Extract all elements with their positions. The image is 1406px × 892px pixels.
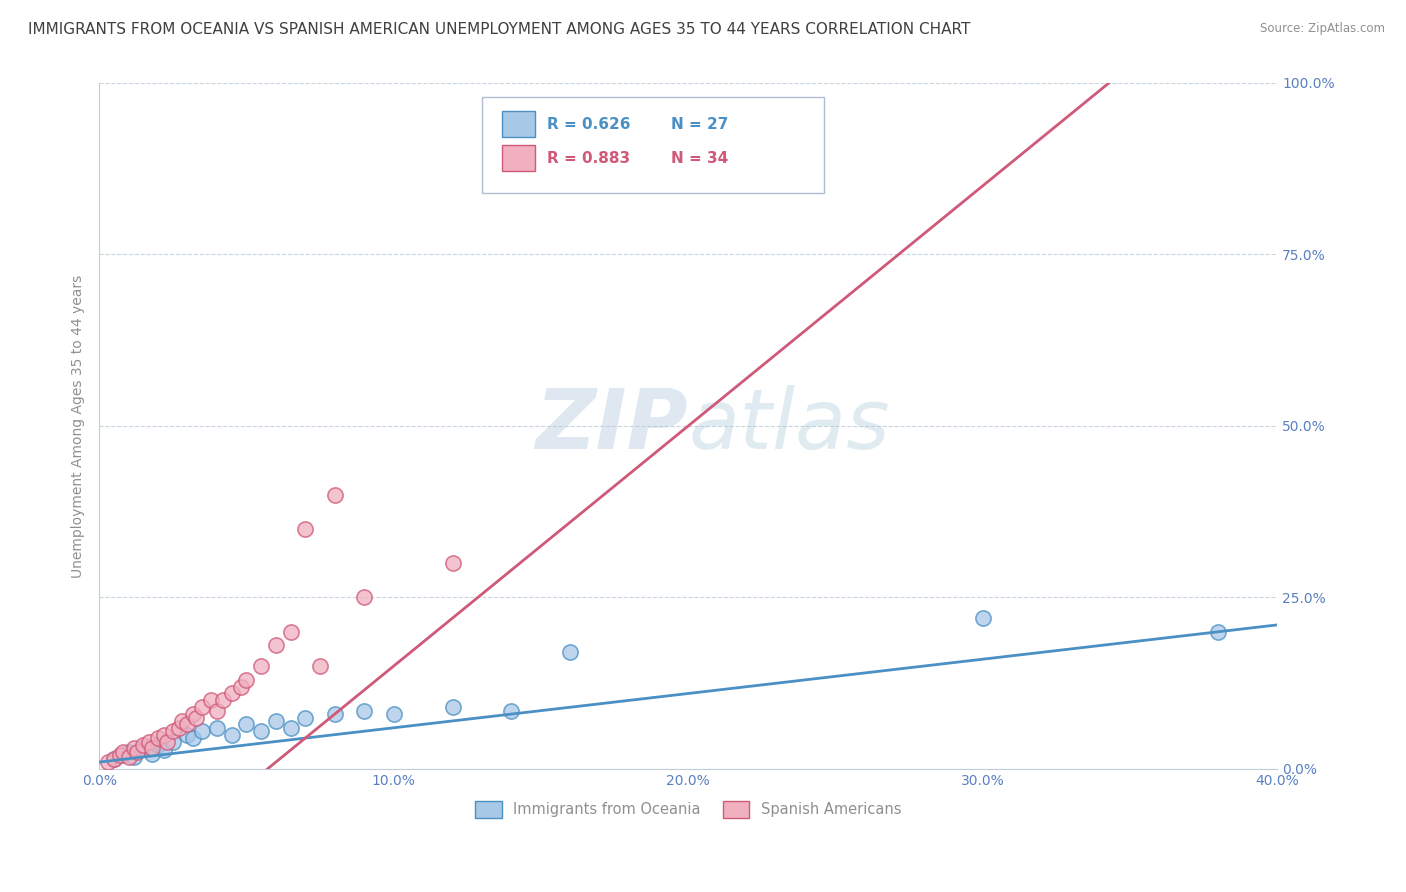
- Point: [353, 591, 375, 605]
- Point: [353, 704, 375, 718]
- Bar: [502, 112, 536, 137]
- Point: [117, 745, 139, 759]
- Point: [205, 721, 228, 735]
- Point: [229, 680, 252, 694]
- Point: [280, 624, 302, 639]
- Point: [141, 741, 163, 756]
- Point: [111, 745, 134, 759]
- Point: [132, 741, 155, 756]
- Y-axis label: Unemployment Among Ages 35 to 44 years: Unemployment Among Ages 35 to 44 years: [72, 275, 86, 578]
- Point: [162, 724, 184, 739]
- Point: [162, 734, 184, 748]
- Point: [138, 734, 160, 748]
- Point: [103, 752, 125, 766]
- Point: [235, 673, 257, 687]
- Point: [560, 645, 582, 659]
- Point: [191, 700, 214, 714]
- Point: [183, 707, 205, 722]
- Text: Source: ZipAtlas.com: Source: ZipAtlas.com: [1260, 22, 1385, 36]
- Point: [441, 700, 464, 714]
- Point: [153, 728, 176, 742]
- Text: atlas: atlas: [688, 385, 890, 467]
- Text: ZIP: ZIP: [536, 385, 688, 467]
- Point: [972, 611, 994, 625]
- Point: [250, 659, 273, 673]
- Point: [309, 659, 332, 673]
- Point: [191, 724, 214, 739]
- Point: [200, 693, 222, 707]
- Point: [264, 639, 287, 653]
- Point: [264, 714, 287, 728]
- Point: [108, 748, 131, 763]
- Point: [146, 731, 169, 745]
- Point: [382, 707, 405, 722]
- Text: R = 0.626: R = 0.626: [547, 117, 630, 132]
- Point: [111, 748, 134, 763]
- Point: [103, 752, 125, 766]
- Point: [183, 731, 205, 745]
- Point: [294, 522, 316, 536]
- Point: [501, 704, 523, 718]
- Bar: [502, 145, 536, 171]
- Point: [153, 743, 176, 757]
- Point: [280, 721, 302, 735]
- Point: [124, 749, 146, 764]
- Point: [235, 717, 257, 731]
- Text: N = 34: N = 34: [671, 151, 728, 166]
- Point: [124, 741, 146, 756]
- Point: [176, 717, 198, 731]
- Point: [117, 749, 139, 764]
- Point: [221, 686, 243, 700]
- Point: [97, 755, 120, 769]
- Point: [1208, 624, 1230, 639]
- Point: [141, 747, 163, 761]
- Point: [323, 707, 346, 722]
- Point: [156, 734, 179, 748]
- Point: [176, 728, 198, 742]
- Point: [250, 724, 273, 739]
- Text: R = 0.883: R = 0.883: [547, 151, 630, 166]
- Point: [170, 714, 193, 728]
- Point: [186, 710, 208, 724]
- Text: IMMIGRANTS FROM OCEANIA VS SPANISH AMERICAN UNEMPLOYMENT AMONG AGES 35 TO 44 YEA: IMMIGRANTS FROM OCEANIA VS SPANISH AMERI…: [28, 22, 970, 37]
- Legend: Immigrants from Oceania, Spanish Americans: Immigrants from Oceania, Spanish America…: [470, 795, 907, 823]
- Point: [132, 738, 155, 752]
- Point: [205, 704, 228, 718]
- Point: [127, 745, 149, 759]
- Point: [294, 710, 316, 724]
- Point: [211, 693, 233, 707]
- Point: [441, 556, 464, 570]
- Point: [146, 738, 169, 752]
- Point: [221, 728, 243, 742]
- FancyBboxPatch shape: [482, 96, 824, 193]
- Point: [323, 487, 346, 501]
- Text: N = 27: N = 27: [671, 117, 728, 132]
- Point: [167, 721, 190, 735]
